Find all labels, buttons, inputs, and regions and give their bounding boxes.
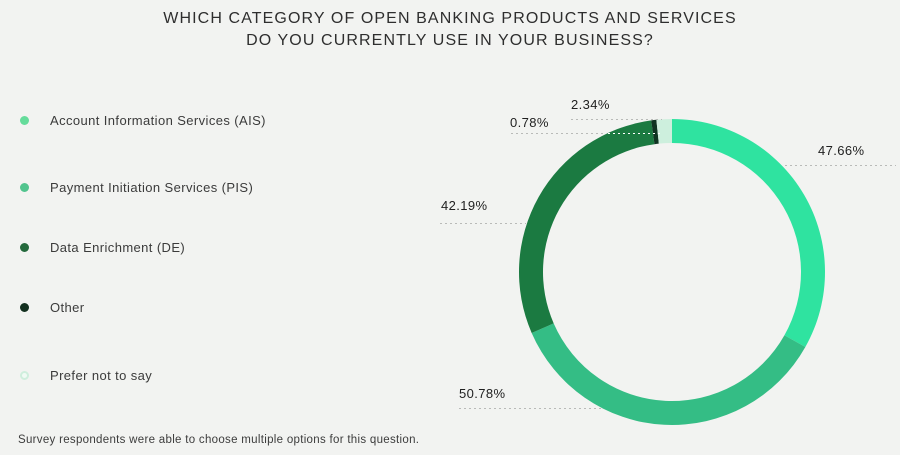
value-label-pis: 50.78% (459, 386, 506, 401)
value-label-ais: 47.66% (818, 143, 865, 158)
donut-slice-other (651, 119, 659, 145)
legend-swatch-ais-icon (20, 116, 29, 125)
legend-item-ais: Account Information Services (AIS) (20, 113, 266, 128)
chart-title-line2: DO YOU CURRENTLY USE IN YOUR BUSINESS? (246, 32, 654, 49)
legend-label-de: Data Enrichment (DE) (50, 240, 186, 255)
legend-label-ais: Account Information Services (AIS) (50, 113, 266, 128)
legend-label-other: Other (50, 300, 85, 315)
chart-title-line1: WHICH CATEGORY OF OPEN BANKING PRODUCTS … (163, 10, 737, 27)
legend-swatch-de-icon (20, 243, 29, 252)
donut-slice-de (519, 120, 655, 333)
legend-item-prefer: Prefer not to say (20, 368, 152, 383)
value-label-other: 0.78% (510, 115, 549, 130)
legend-label-pis: Payment Initiation Services (PIS) (50, 180, 254, 195)
donut-slice-prefer (656, 119, 672, 144)
legend-swatch-other-icon (20, 303, 29, 312)
value-label-de: 42.19% (441, 198, 488, 213)
donut-slice-ais (672, 119, 825, 348)
legend-swatch-pis-icon (20, 183, 29, 192)
donut-slice-pis (531, 323, 806, 425)
legend-label-prefer: Prefer not to say (50, 368, 153, 383)
footnote: Survey respondents were able to choose m… (18, 434, 420, 446)
value-label-prefer: 2.34% (571, 97, 610, 112)
bottom-strip (0, 455, 900, 463)
legend-item-pis: Payment Initiation Services (PIS) (20, 180, 253, 195)
legend-item-de: Data Enrichment (DE) (20, 240, 185, 255)
legend-swatch-prefer-icon (20, 371, 29, 380)
legend-item-other: Other (20, 300, 85, 315)
chart-title: WHICH CATEGORY OF OPEN BANKING PRODUCTS … (0, 8, 900, 52)
donut-slices (519, 119, 825, 425)
